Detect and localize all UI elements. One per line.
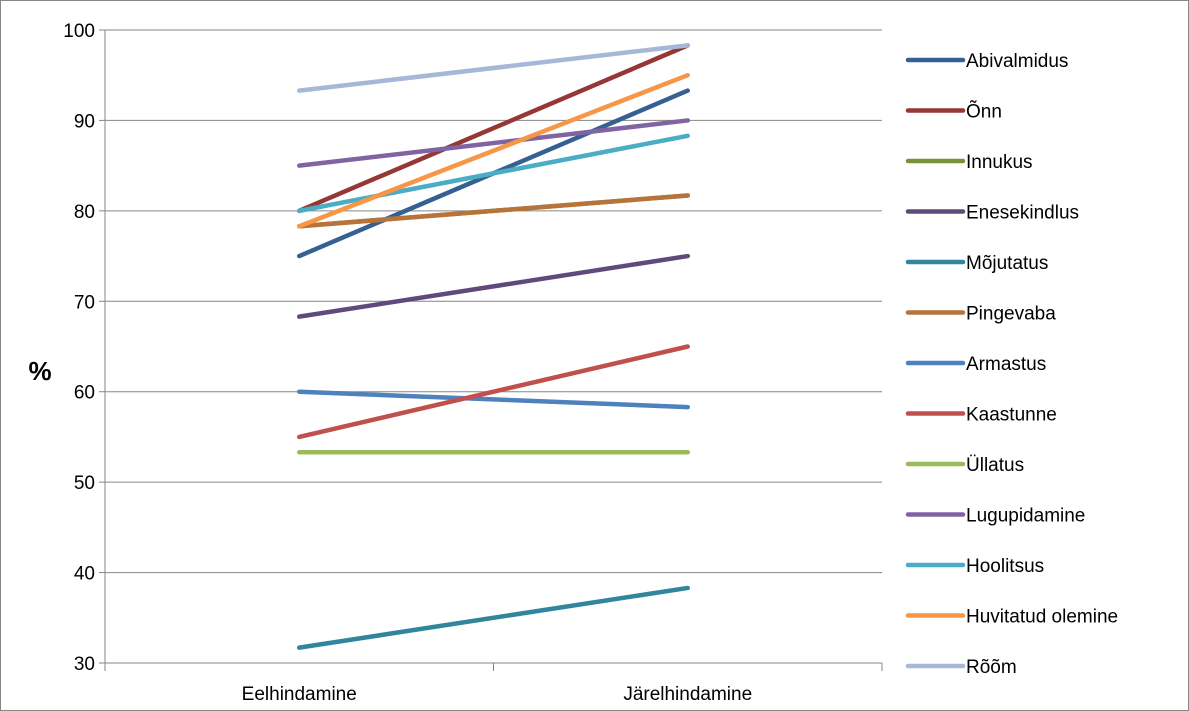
legend-label: Mõjutatus	[966, 253, 1048, 274]
legend-label: Üllatus	[966, 455, 1024, 476]
y-tick-label: 80	[74, 202, 95, 223]
y-axis-label: %	[28, 356, 51, 386]
legend-label: Abivalmidus	[966, 51, 1068, 72]
legend-label: Armastus	[966, 354, 1046, 375]
y-tick-label: 60	[74, 383, 95, 404]
y-tick-label: 90	[74, 111, 95, 132]
x-tick-label: Järelhindamine	[623, 684, 752, 705]
legend-label: Enesekindlus	[966, 203, 1079, 224]
series-lines	[297, 43, 690, 650]
legend-label: Rõõm	[966, 657, 1017, 678]
legend-label: Hoolitsus	[966, 556, 1044, 577]
legend-label: Õnn	[966, 101, 1002, 123]
axes: 30 40 50 60 70 80 90 100 Eelhindamine Järelhindam…	[63, 21, 883, 705]
series-line	[297, 253, 690, 319]
series-line	[297, 43, 690, 93]
legend-label: Huvitatud olemine	[966, 607, 1118, 628]
series-line	[297, 72, 690, 229]
legend-label: Pingevaba	[966, 304, 1056, 325]
y-tick-label: 50	[74, 473, 95, 494]
y-tick-label: 30	[74, 654, 95, 675]
legend: Abivalmidus Õnn Innukus Enesekindlus Mõjutat…	[905, 51, 1118, 678]
y-tick-label: 40	[74, 564, 95, 585]
series-line	[297, 118, 690, 168]
y-tick-label: 100	[63, 21, 95, 42]
series-line	[297, 389, 690, 410]
series-line	[297, 193, 690, 229]
series-line	[297, 133, 690, 214]
legend-label: Innukus	[966, 152, 1033, 173]
x-tick-label: Eelhindamine	[242, 684, 357, 705]
series-line	[297, 585, 690, 650]
legend-label: Kaastunne	[966, 405, 1057, 426]
series-line	[297, 344, 690, 440]
y-tick-label: 70	[74, 292, 95, 313]
legend-label: Lugupidamine	[966, 506, 1085, 527]
series-line	[297, 43, 690, 214]
